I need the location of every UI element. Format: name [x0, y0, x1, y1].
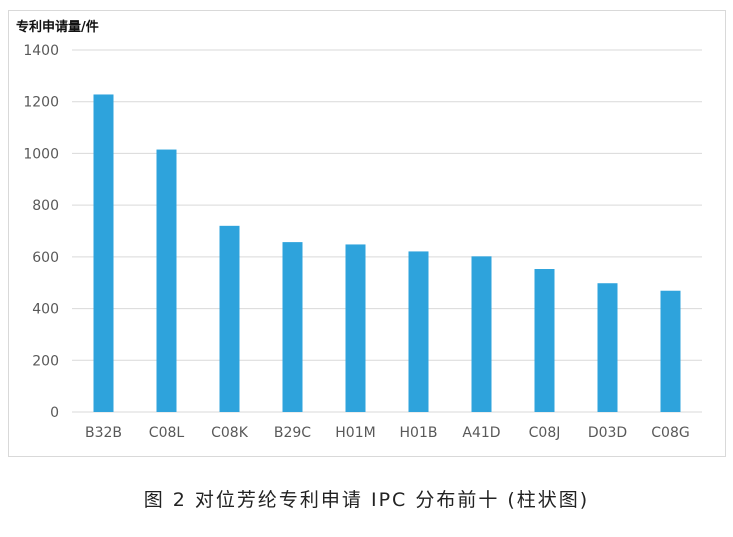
bar-h01b: [408, 251, 429, 412]
bar-d03d: [597, 283, 618, 412]
bar-c08j: [534, 269, 555, 412]
y-tick-label: 1200: [23, 95, 59, 111]
x-tick-label: B32B: [85, 425, 122, 441]
x-tick-label: H01M: [335, 425, 375, 441]
y-tick-label: 1400: [23, 43, 59, 59]
x-tick-label: C08G: [651, 425, 689, 441]
y-tick-label: 1000: [23, 146, 59, 162]
figure-caption: 图 2 对位芳纶专利申请 IPC 分布前十 (柱状图): [143, 489, 590, 511]
x-tick-label: A41D: [462, 425, 500, 441]
y-tick-label: 200: [32, 353, 59, 369]
y-tick-label: 400: [32, 302, 59, 318]
y-tick-label: 800: [32, 198, 59, 214]
bar-b32b: [93, 94, 114, 412]
bar-c08k: [219, 225, 240, 412]
x-tick-label: C08J: [529, 425, 561, 441]
bar-chart: 0 200 400 600 800 1000 1200 1400 B32B C08L C08K B29…: [23, 43, 702, 441]
bar-a41d: [471, 256, 492, 412]
bar-b29c: [282, 242, 303, 412]
y-tick-label: 0: [50, 405, 59, 421]
x-tick-label: D03D: [588, 425, 627, 441]
bar-c08l: [156, 149, 177, 413]
x-tick-label: C08L: [149, 425, 185, 441]
y-axis-label: 专利申请量/件: [16, 20, 99, 35]
x-tick-label: H01B: [400, 425, 438, 441]
bar-c08g: [660, 290, 681, 412]
x-tick-label: C08K: [211, 425, 249, 441]
x-tick-label: B29C: [274, 425, 311, 441]
bar-h01m: [345, 244, 366, 412]
y-tick-label: 600: [32, 250, 59, 266]
